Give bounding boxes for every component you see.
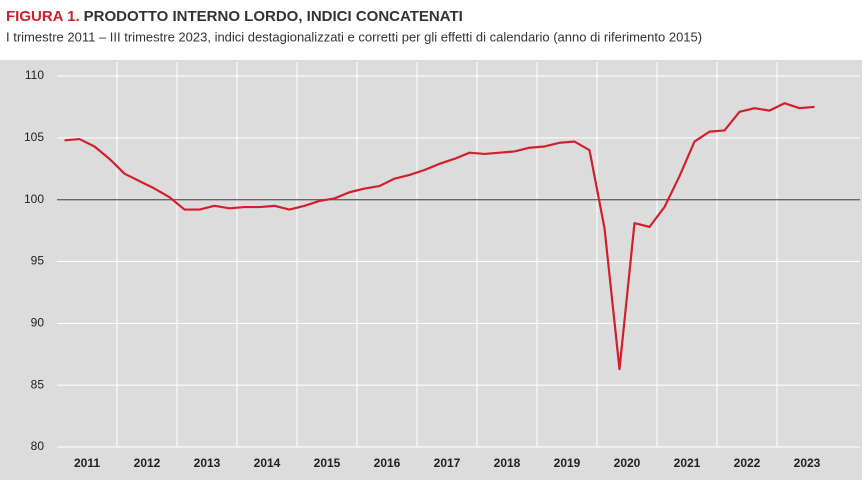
- x-tick-label: 2015: [314, 456, 341, 470]
- y-tick-label: 100: [24, 192, 44, 206]
- x-tick-label: 2019: [554, 456, 581, 470]
- y-tick-label: 80: [31, 439, 45, 453]
- figure-label: FIGURA 1.: [6, 8, 80, 25]
- x-tick-label: 2014: [254, 456, 281, 470]
- x-tick-label: 2023: [794, 456, 821, 470]
- y-tick-label: 110: [25, 68, 44, 82]
- y-tick-label: 105: [24, 130, 44, 144]
- x-tick-label: 2013: [194, 456, 221, 470]
- x-tick-label: 2012: [134, 456, 161, 470]
- data-line: [64, 102, 815, 371]
- chart-subtitle: I trimestre 2011 – III trimestre 2023, i…: [6, 29, 702, 44]
- x-tick-label: 2018: [494, 456, 521, 470]
- plot-background: [0, 60, 862, 480]
- x-tick-label: 2022: [734, 456, 761, 470]
- y-tick-label: 85: [31, 377, 45, 391]
- y-tick-label: 95: [31, 254, 45, 268]
- title: PRODOTTO INTERNO LORDO, INDICI CONCATENA…: [84, 8, 463, 25]
- chart-title: FIGURA 1. PRODOTTO INTERNO LORDO, INDICI …: [6, 8, 463, 25]
- x-tick-label: 2020: [614, 456, 641, 470]
- x-tick-label: 2011: [74, 456, 100, 470]
- x-tick-label: 2016: [374, 456, 401, 470]
- y-tick-label: 90: [31, 316, 45, 330]
- x-tick-label: 2017: [434, 456, 461, 470]
- x-tick-label: 2021: [674, 456, 701, 470]
